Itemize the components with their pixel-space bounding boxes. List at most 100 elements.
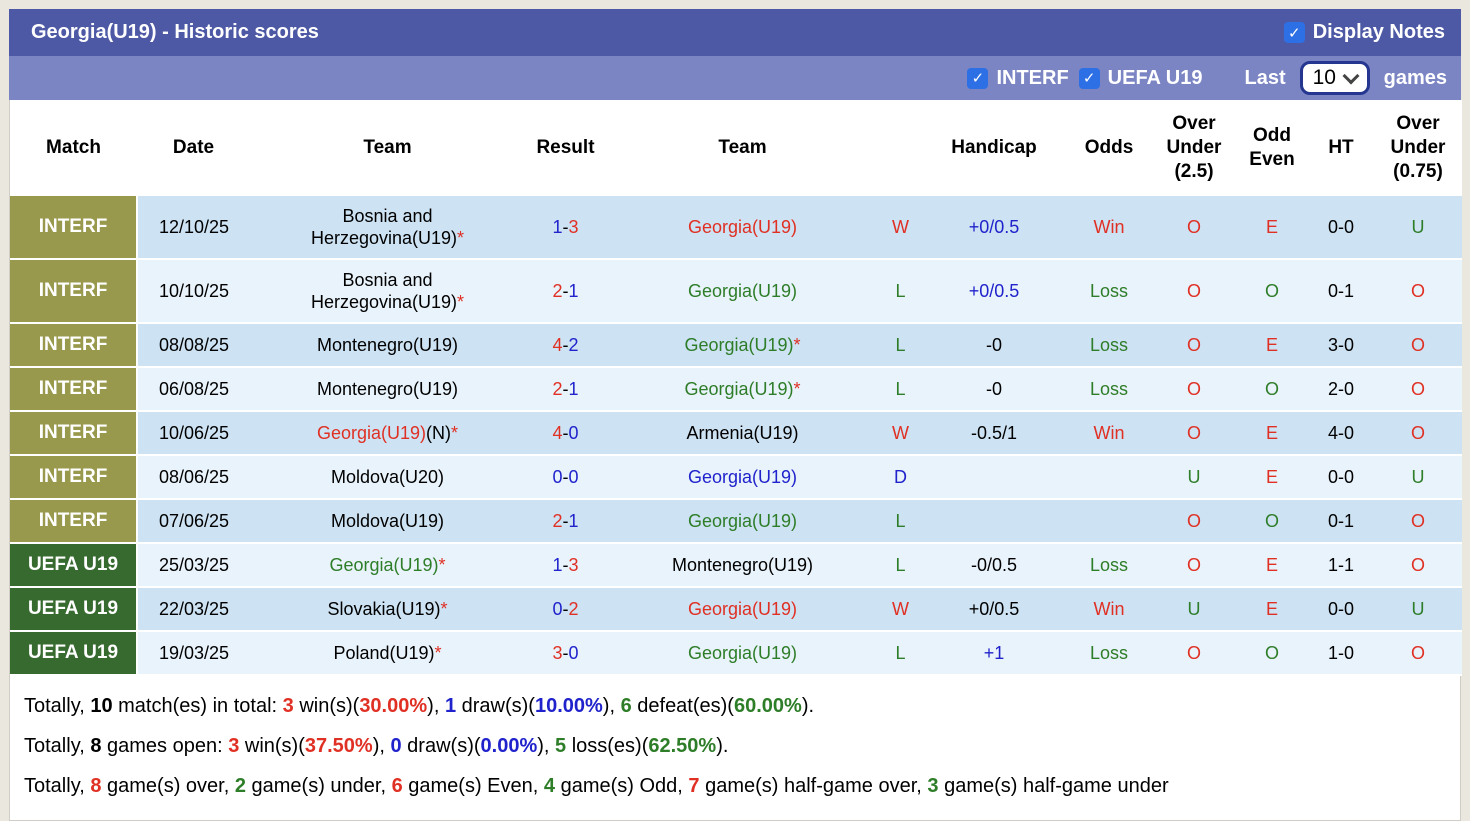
ht-cell: 4-0: [1308, 411, 1374, 456]
home-score: 2: [552, 510, 563, 531]
over-under-25-value: O: [1186, 554, 1201, 575]
home-score: 0: [552, 598, 563, 619]
over-under-25-value: U: [1187, 598, 1201, 619]
over-under-075-value: O: [1410, 422, 1425, 443]
wld-cell: W: [879, 411, 922, 456]
uefa-u19-checkbox[interactable]: ✓: [1078, 67, 1100, 89]
summary-line: Totally, 8 games open: 3 win(s)(37.50%),…: [24, 726, 1446, 766]
team-name: Moldova(U19): [288, 510, 488, 533]
match-row: UEFA U19 25/03/25 Georgia(U19)* 1-3 Monteneg…: [10, 543, 1462, 588]
col-over-under-075: Over Under (0.75): [1374, 100, 1462, 196]
team-name: Montenegro(U19): [643, 554, 843, 577]
team-away-cell: Armenia(U19): [606, 411, 879, 456]
home-score: 1: [552, 216, 563, 237]
over-under-075-cell: U: [1374, 196, 1462, 260]
wld-value: W: [892, 422, 909, 443]
handicap-value: +0/0.5: [968, 280, 1020, 301]
over-under-075-value: O: [1410, 334, 1425, 355]
wld-cell: L: [879, 543, 922, 588]
over-under-075-value: U: [1411, 598, 1425, 619]
star-marker: *: [793, 334, 801, 355]
handicap-cell: +0/0.5: [922, 259, 1066, 324]
over-under-25-cell: O: [1152, 367, 1236, 412]
neutral-ground-marker: (N): [426, 422, 452, 443]
handicap-cell: +0/0.5: [922, 196, 1066, 260]
date-cell: 08/08/25: [137, 323, 250, 368]
col-handicap: Handicap: [922, 100, 1066, 196]
team-name-text: Bosnia and Herzegovina(U19): [310, 205, 458, 249]
col-team-away: Team: [606, 100, 879, 196]
away-score: 1: [568, 378, 579, 399]
display-notes-checkbox[interactable]: ✓: [1283, 22, 1305, 43]
team-name-text: Georgia(U19): [687, 642, 798, 663]
table-area: Match Date Team Result Team Handicap Odd…: [9, 100, 1462, 821]
over-under-075-cell: O: [1374, 259, 1462, 324]
display-notes-toggle[interactable]: ✓ Display Notes: [1283, 21, 1445, 44]
summary-part: ),: [537, 735, 556, 757]
over-under-075-value: U: [1411, 216, 1425, 237]
team-home-cell: Georgia(U19)*: [250, 543, 525, 588]
display-notes-label[interactable]: Display Notes: [1312, 21, 1445, 43]
team-name-text: Georgia(U19): [684, 334, 794, 355]
uefa-u19-label[interactable]: UEFA U19: [1107, 66, 1203, 89]
match-row: INTERF 08/06/25 Moldova(U20) 0-0 Georgia(U19…: [10, 455, 1462, 500]
over-under-075-value: O: [1410, 280, 1425, 301]
star-marker: *: [457, 228, 465, 248]
team-name: Georgia(U19)(N)*: [288, 422, 488, 445]
odd-even-cell: E: [1236, 587, 1308, 632]
over-under-25-cell: O: [1152, 499, 1236, 544]
score-dash: -: [562, 554, 569, 575]
home-score: 4: [552, 334, 563, 355]
league-cell: UEFA U19: [10, 587, 138, 632]
league-cell: UEFA U19: [10, 631, 138, 676]
summary-part: 37.50%: [304, 735, 373, 757]
header-row: Match Date Team Result Team Handicap Odd…: [10, 100, 1462, 196]
over-under-25-value: O: [1186, 642, 1201, 663]
odds-cell: Loss: [1066, 323, 1152, 368]
team-home-cell: Bosnia and Herzegovina(U19)*: [250, 196, 525, 260]
team-name: Montenegro(U19): [288, 334, 488, 357]
league-cell: INTERF: [10, 411, 138, 456]
result-cell: 1-3: [525, 543, 606, 588]
interf-label[interactable]: INTERF: [996, 66, 1069, 89]
wld-cell: L: [879, 367, 922, 412]
summary-part: 30.00%: [359, 695, 428, 717]
team-name-text: Armenia(U19): [686, 422, 799, 443]
team-name: Georgia(U19)*: [288, 554, 488, 577]
result-cell: 0-2: [525, 587, 606, 632]
summary-part: 3: [282, 695, 294, 717]
handicap-cell: [922, 499, 1066, 544]
match-row: INTERF 10/10/25 Bosnia and Herzegovina(U19…: [10, 259, 1462, 324]
score-dash: -: [562, 216, 569, 237]
interf-checkbox[interactable]: ✓: [967, 67, 989, 89]
team-home-cell: Poland(U19)*: [250, 631, 525, 676]
odd-even-cell: O: [1236, 367, 1308, 412]
odd-even-value: E: [1265, 216, 1278, 237]
date-cell: 10/10/25: [137, 259, 250, 324]
over-under-075-value: O: [1410, 378, 1425, 399]
score-dash: -: [562, 466, 569, 487]
summary-part: 3: [927, 775, 939, 797]
over-under-075-cell: O: [1374, 367, 1462, 412]
last-games-select[interactable]: 10: [1302, 64, 1367, 92]
wld-cell: W: [879, 587, 922, 632]
last-games-select-wrap[interactable]: 10: [1299, 61, 1370, 95]
handicap-cell: +1: [922, 631, 1066, 676]
interf-toggle[interactable]: ✓ INTERF: [967, 66, 1069, 90]
score-dash: -: [562, 378, 569, 399]
result-cell: 2-1: [525, 499, 606, 544]
result-cell: 2-1: [525, 367, 606, 412]
team-home-cell: Georgia(U19)(N)*: [250, 411, 525, 456]
over-under-075-value: O: [1410, 510, 1425, 531]
col-date: Date: [137, 100, 250, 196]
odd-even-cell: E: [1236, 411, 1308, 456]
col-wld: [879, 100, 922, 196]
team-name: Georgia(U19): [643, 216, 843, 239]
team-name: Georgia(U19): [643, 642, 843, 665]
uefa-u19-toggle[interactable]: ✓ UEFA U19: [1078, 66, 1203, 90]
over-under-25-cell: O: [1152, 323, 1236, 368]
date-cell: 19/03/25: [137, 631, 250, 676]
away-score: 2: [568, 598, 579, 619]
odd-even-cell: E: [1236, 196, 1308, 260]
summary-part: 5: [555, 735, 567, 757]
